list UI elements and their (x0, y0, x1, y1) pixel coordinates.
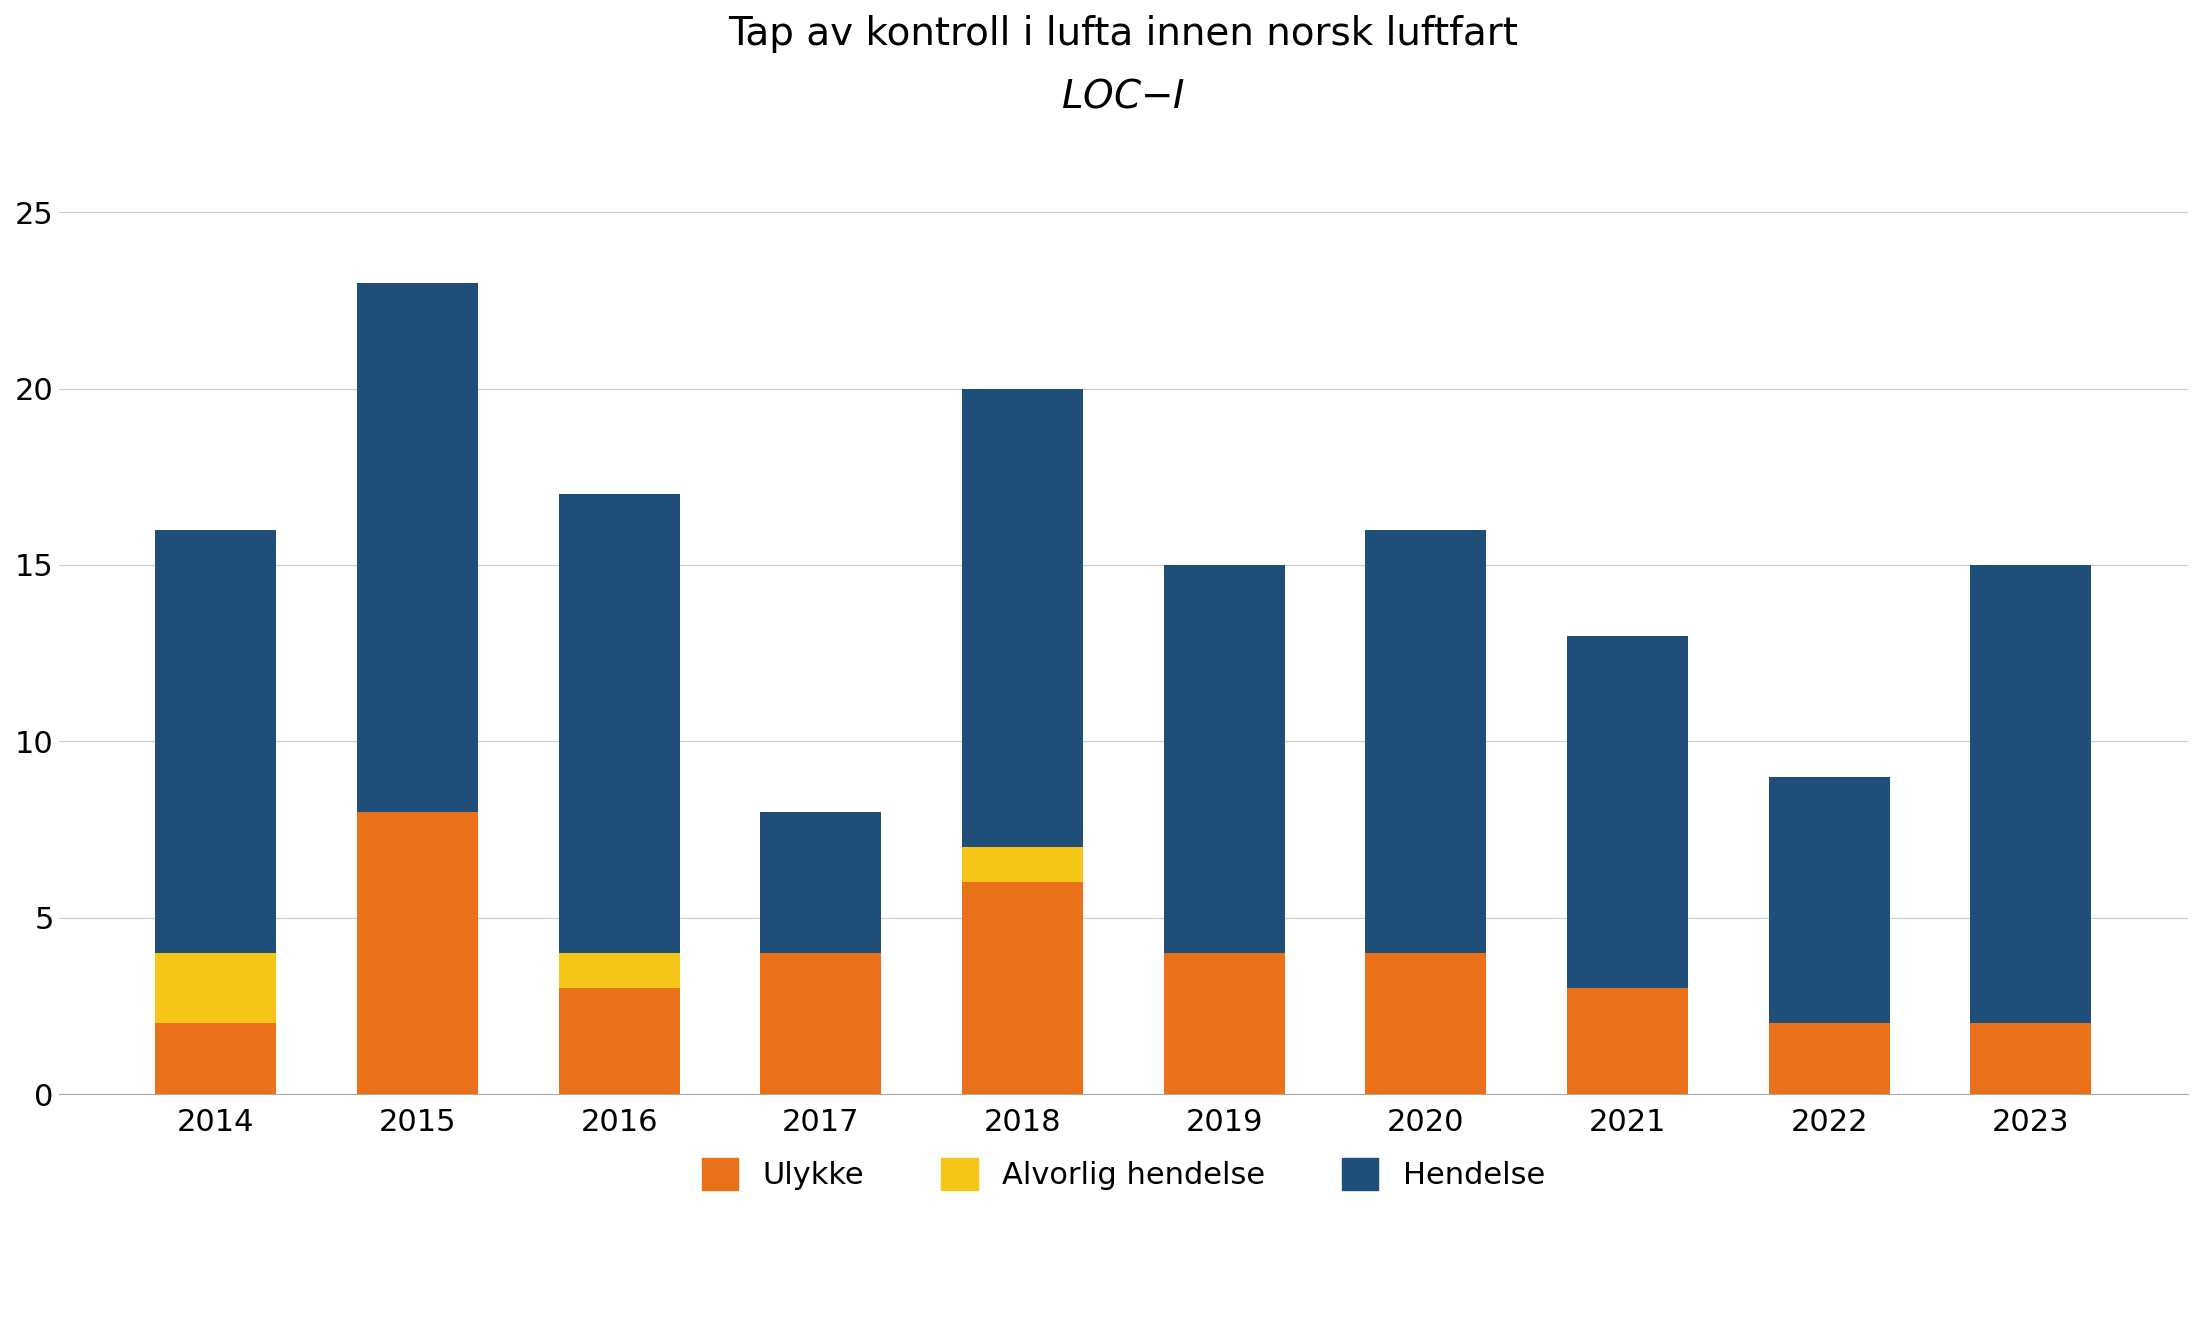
Bar (1366, 952, 1487, 1094)
Bar (1969, 566, 2091, 1023)
Bar (357, 812, 478, 1094)
Bar (357, 283, 478, 812)
Bar (156, 952, 275, 1023)
Bar (1769, 776, 1890, 1023)
Bar (1163, 566, 1284, 952)
Bar (156, 1023, 275, 1094)
Bar (1769, 1023, 1890, 1094)
Bar (963, 882, 1084, 1094)
Bar (560, 495, 681, 952)
Title: Tap av kontroll i lufta innen norsk luftfart
$\it{LOC{-}I}$: Tap av kontroll i lufta innen norsk luft… (729, 15, 1518, 115)
Bar (560, 988, 681, 1094)
Bar (963, 847, 1084, 882)
Legend: Ulykke, Alvorlig hendelse, Hendelse: Ulykke, Alvorlig hendelse, Hendelse (690, 1146, 1558, 1202)
Bar (1366, 530, 1487, 952)
Bar (963, 388, 1084, 847)
Bar (560, 952, 681, 988)
Bar (1566, 635, 1687, 988)
Bar (1969, 1023, 2091, 1094)
Bar (760, 952, 881, 1094)
Bar (760, 812, 881, 952)
Bar (1566, 988, 1687, 1094)
Bar (156, 530, 275, 952)
Bar (1163, 952, 1284, 1094)
